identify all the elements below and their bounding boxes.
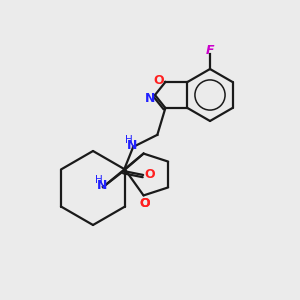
Text: N: N bbox=[97, 179, 107, 193]
Text: F: F bbox=[206, 44, 214, 56]
Text: N: N bbox=[127, 140, 137, 152]
Text: O: O bbox=[145, 169, 155, 182]
Text: O: O bbox=[139, 197, 150, 210]
Text: H: H bbox=[95, 175, 103, 185]
Text: O: O bbox=[153, 74, 164, 86]
Text: H: H bbox=[125, 135, 133, 145]
Text: O: O bbox=[139, 197, 150, 210]
Text: N: N bbox=[145, 92, 155, 104]
